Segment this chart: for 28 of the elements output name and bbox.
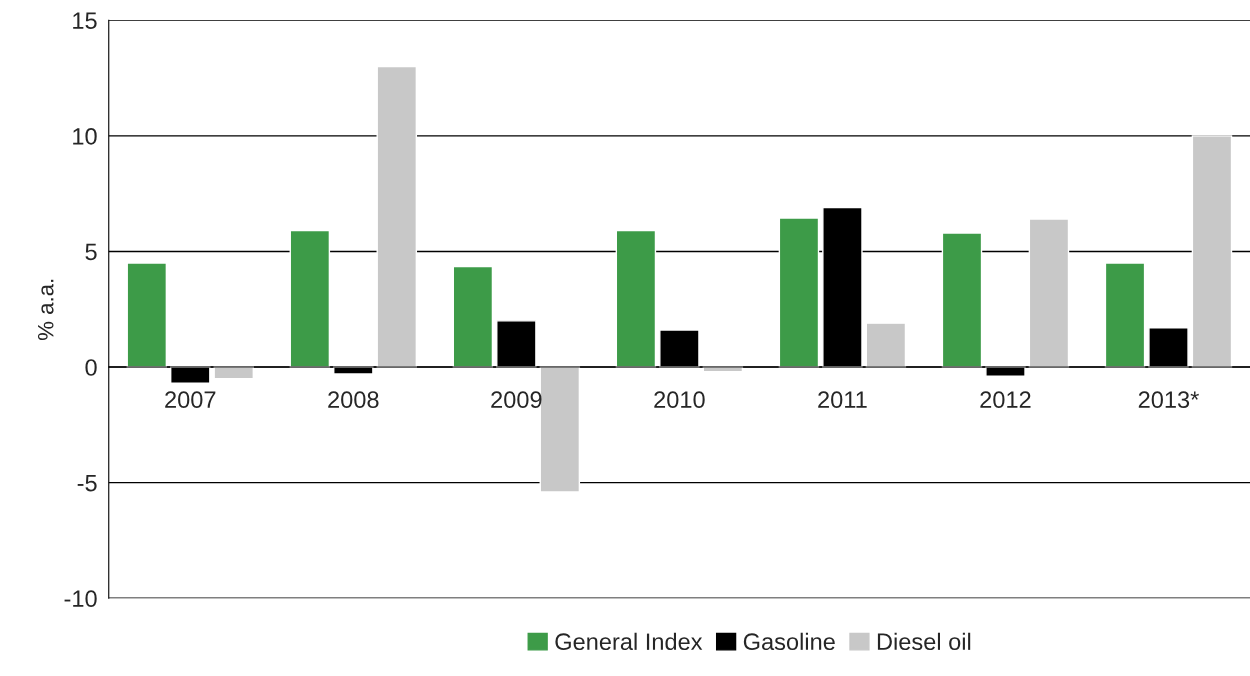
x-tick-label: 2012 (980, 391, 1031, 409)
y-tick-label: -5 (77, 474, 97, 492)
y-tick-label: -10 (64, 590, 97, 608)
bar (1104, 262, 1146, 368)
bar (289, 229, 331, 368)
bar (452, 265, 494, 368)
x-tick-label: 2009 (491, 391, 542, 409)
y-tick-label: 10 (73, 127, 97, 145)
y-axis-title: % a.a. (37, 279, 54, 340)
bar (126, 262, 168, 368)
bar (615, 229, 657, 368)
bar (941, 232, 983, 368)
x-tick-label: 2008 (328, 391, 379, 409)
bar (865, 322, 907, 368)
bar (778, 217, 820, 368)
x-tick-label: 2013* (1138, 391, 1199, 409)
y-tick-label: 0 (85, 359, 97, 376)
y-tick-label: 5 (85, 243, 97, 261)
x-tick-label: 2007 (165, 391, 216, 409)
legend-label: Gasoline (743, 632, 835, 651)
bar (1191, 135, 1233, 368)
bar (376, 65, 418, 368)
legend-label: Diesel oil (877, 632, 971, 651)
bar (1028, 218, 1070, 368)
legend-label: General Index (555, 632, 703, 651)
y-tick-label: 15 (73, 12, 97, 30)
x-tick-label: 2011 (818, 391, 867, 409)
x-tick-label: 2010 (654, 391, 705, 409)
